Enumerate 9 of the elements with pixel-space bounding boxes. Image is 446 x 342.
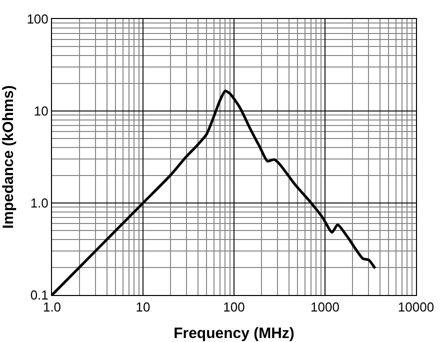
- x-tick-label: 1000: [310, 300, 340, 315]
- x-tick-label: 100: [223, 300, 245, 315]
- x-tick-label: 10000: [398, 300, 434, 315]
- x-tick-label: 10: [136, 300, 150, 315]
- x-axis-title: Frequency (MHz): [174, 325, 294, 342]
- y-tick-label: 1.0: [30, 196, 48, 211]
- y-axis-title: Impedance (kOhms): [0, 85, 17, 229]
- y-tick-label: 100: [26, 12, 48, 27]
- y-tick-label: 10: [34, 104, 48, 119]
